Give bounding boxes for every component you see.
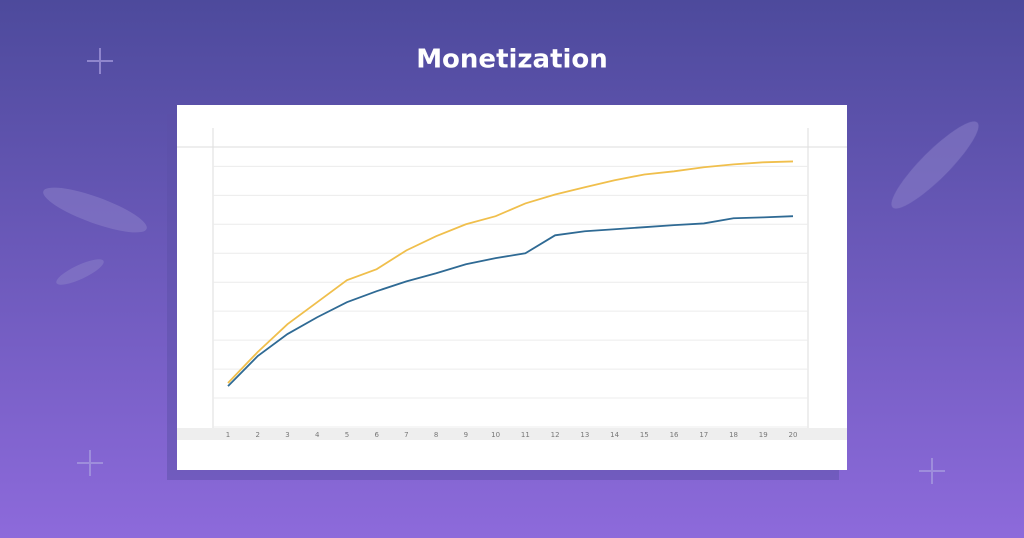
x-tick-label: 11 bbox=[521, 431, 530, 439]
x-tick-label: 16 bbox=[670, 431, 679, 439]
x-tick-label: 1 bbox=[226, 431, 230, 439]
x-tick-label: 6 bbox=[374, 431, 379, 439]
series-line bbox=[227, 215, 794, 387]
x-tick-label: 20 bbox=[789, 431, 798, 439]
x-tick-label: 15 bbox=[640, 431, 649, 439]
x-tick-label: 2 bbox=[256, 431, 260, 439]
x-tick-label: 14 bbox=[610, 431, 619, 439]
x-tick-label: 13 bbox=[580, 431, 589, 439]
x-tick-label: 5 bbox=[345, 431, 349, 439]
x-tick-label: 17 bbox=[699, 431, 708, 439]
x-tick-label: 10 bbox=[491, 431, 500, 439]
frame bbox=[177, 128, 847, 440]
x-tick-label: 7 bbox=[404, 431, 408, 439]
x-tick-label: 19 bbox=[759, 431, 768, 439]
chart-title: Monetization bbox=[416, 45, 608, 75]
x-tick-label: 8 bbox=[434, 431, 438, 439]
x-tick-label: 3 bbox=[285, 431, 289, 439]
card bbox=[177, 105, 847, 470]
x-tick-label: 4 bbox=[315, 431, 320, 439]
x-tick-label: 18 bbox=[729, 431, 738, 439]
decorations bbox=[77, 48, 945, 484]
x-tick-label: 12 bbox=[551, 431, 560, 439]
series-line bbox=[227, 160, 794, 384]
x-axis-band bbox=[177, 428, 847, 440]
x-tick-label: 9 bbox=[464, 431, 468, 439]
shark-shapes bbox=[43, 121, 979, 285]
